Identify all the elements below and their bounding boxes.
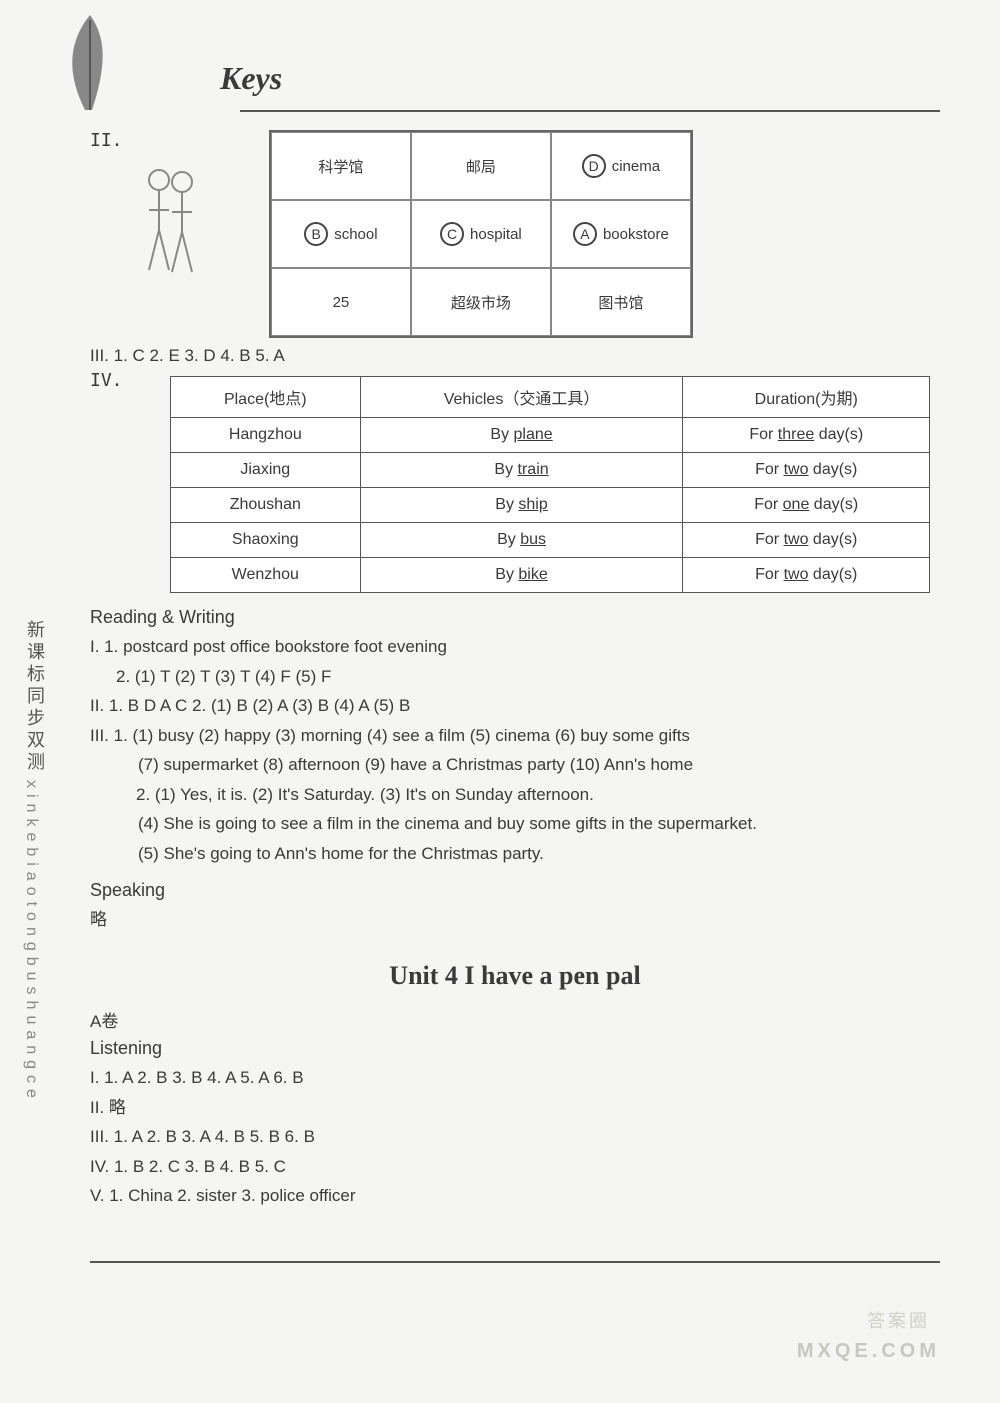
answer-circle: B	[304, 222, 328, 246]
map-diagram: 科学馆 邮局 Dcinema Bschool Chospital Abookst…	[269, 130, 693, 338]
answer-circle: A	[573, 222, 597, 246]
watermark-text: 答案圈	[867, 1307, 930, 1333]
answer-line: V. 1. China 2. sister 3. police officer	[90, 1183, 940, 1209]
cell-vehicle: By bus	[360, 523, 683, 558]
map-cell: Chospital	[411, 200, 551, 268]
answer-line: I. 1. A 2. B 3. B 4. A 5. A 6. B	[90, 1065, 940, 1091]
reading-line: (5) She's going to Ann's home for the Ch…	[90, 841, 940, 867]
answer-line: III. 1. A 2. B 3. A 4. B 5. B 6. B	[90, 1124, 940, 1150]
reading-line: 2. (1) T (2) T (3) T (4) F (5) F	[90, 664, 940, 690]
cell-text: cinema	[612, 158, 660, 175]
cell-place: Hangzhou	[171, 418, 361, 453]
cell-vehicle: By plane	[360, 418, 683, 453]
cell-duration: For two day(s)	[683, 453, 930, 488]
th-vehicle: Vehicles（交通工具）	[360, 377, 683, 418]
section-iv-label: IV.	[90, 370, 130, 391]
cell-place: Zhoushan	[171, 488, 361, 523]
th-duration: Duration(为期)	[683, 377, 930, 418]
header-rule	[240, 110, 940, 112]
cell-duration: For three day(s)	[683, 418, 930, 453]
feather-icon	[50, 10, 130, 120]
map-cell: Dcinema	[551, 132, 691, 200]
cell-text: 25	[333, 294, 350, 311]
reading-line: (7) supermarket (8) afternoon (9) have a…	[90, 752, 940, 778]
map-cell: Abookstore	[551, 200, 691, 268]
cell-vehicle: By train	[360, 453, 683, 488]
reading-line: (4) She is going to see a film in the ci…	[90, 811, 940, 837]
travel-table: Place(地点) Vehicles（交通工具） Duration(为期) Ha…	[170, 376, 930, 593]
table-header-row: Place(地点) Vehicles（交通工具） Duration(为期)	[171, 377, 930, 418]
answer-text: 1. C 2. E 3. D 4. B 5. A	[114, 346, 285, 365]
section-label: III.	[90, 346, 109, 365]
cell-text: 图书馆	[598, 292, 643, 313]
answer-line: IV. 1. B 2. C 3. B 4. B 5. C	[90, 1154, 940, 1180]
cell-duration: For one day(s)	[683, 488, 930, 523]
cell-place: Shaoxing	[171, 523, 361, 558]
cell-duration: For two day(s)	[683, 558, 930, 593]
footer-rule	[90, 1261, 940, 1263]
reading-heading: Reading & Writing	[90, 607, 940, 628]
unit-title: Unit 4 I have a pen pal	[90, 961, 940, 991]
answer-circle: C	[440, 222, 464, 246]
table-row: ShaoxingBy busFor two day(s)	[171, 523, 930, 558]
map-cell: 科学馆	[271, 132, 411, 200]
listening-heading: Listening	[90, 1038, 940, 1059]
cell-text: 邮局	[466, 156, 496, 177]
speaking-heading: Speaking	[90, 880, 940, 901]
table-row: JiaxingBy trainFor two day(s)	[171, 453, 930, 488]
speaking-body: 略	[90, 907, 940, 933]
cell-vehicle: By ship	[360, 488, 683, 523]
cell-vehicle: By bike	[360, 558, 683, 593]
cell-duration: For two day(s)	[683, 523, 930, 558]
cell-place: Jiaxing	[171, 453, 361, 488]
answer-line: II. 略	[90, 1095, 940, 1121]
reading-line: 2. (1) Yes, it is. (2) It's Saturday. (3…	[90, 782, 940, 808]
section-ii-label: II.	[90, 130, 130, 151]
watermark-url: MXQE.COM	[797, 1340, 940, 1363]
cell-text: hospital	[470, 226, 522, 243]
page-title: Keys	[220, 60, 282, 97]
table-row: ZhoushanBy shipFor one day(s)	[171, 488, 930, 523]
cell-place: Wenzhou	[171, 558, 361, 593]
cell-text: 超级市场	[451, 292, 511, 313]
reading-line: I. 1. postcard post office bookstore foo…	[90, 634, 940, 660]
cell-text: school	[334, 226, 377, 243]
cell-text: 科学馆	[318, 156, 363, 177]
reading-line: III. 1. (1) busy (2) happy (3) morning (…	[90, 723, 940, 749]
map-cell: 邮局	[411, 132, 551, 200]
table-row: WenzhouBy bikeFor two day(s)	[171, 558, 930, 593]
cell-text: bookstore	[603, 226, 669, 243]
map-cell: 图书馆	[551, 268, 691, 336]
map-cell: Bschool	[271, 200, 411, 268]
map-cell: 超级市场	[411, 268, 551, 336]
table-row: HangzhouBy planeFor three day(s)	[171, 418, 930, 453]
th-place: Place(地点)	[171, 377, 361, 418]
side-label-cn: 新课标同步双测	[22, 620, 48, 774]
answer-circle: D	[582, 154, 606, 178]
side-label-pinyin: xinkebiaotongbushuangce	[22, 780, 40, 1104]
section-iii-answers: III. 1. C 2. E 3. D 4. B 5. A	[90, 346, 940, 366]
map-cell: 25	[271, 268, 411, 336]
reading-line: II. 1. B D A C 2. (1) B (2) A (3) B (4) …	[90, 693, 940, 719]
kids-illustration	[134, 160, 204, 285]
paper-label: A卷	[90, 1009, 940, 1035]
